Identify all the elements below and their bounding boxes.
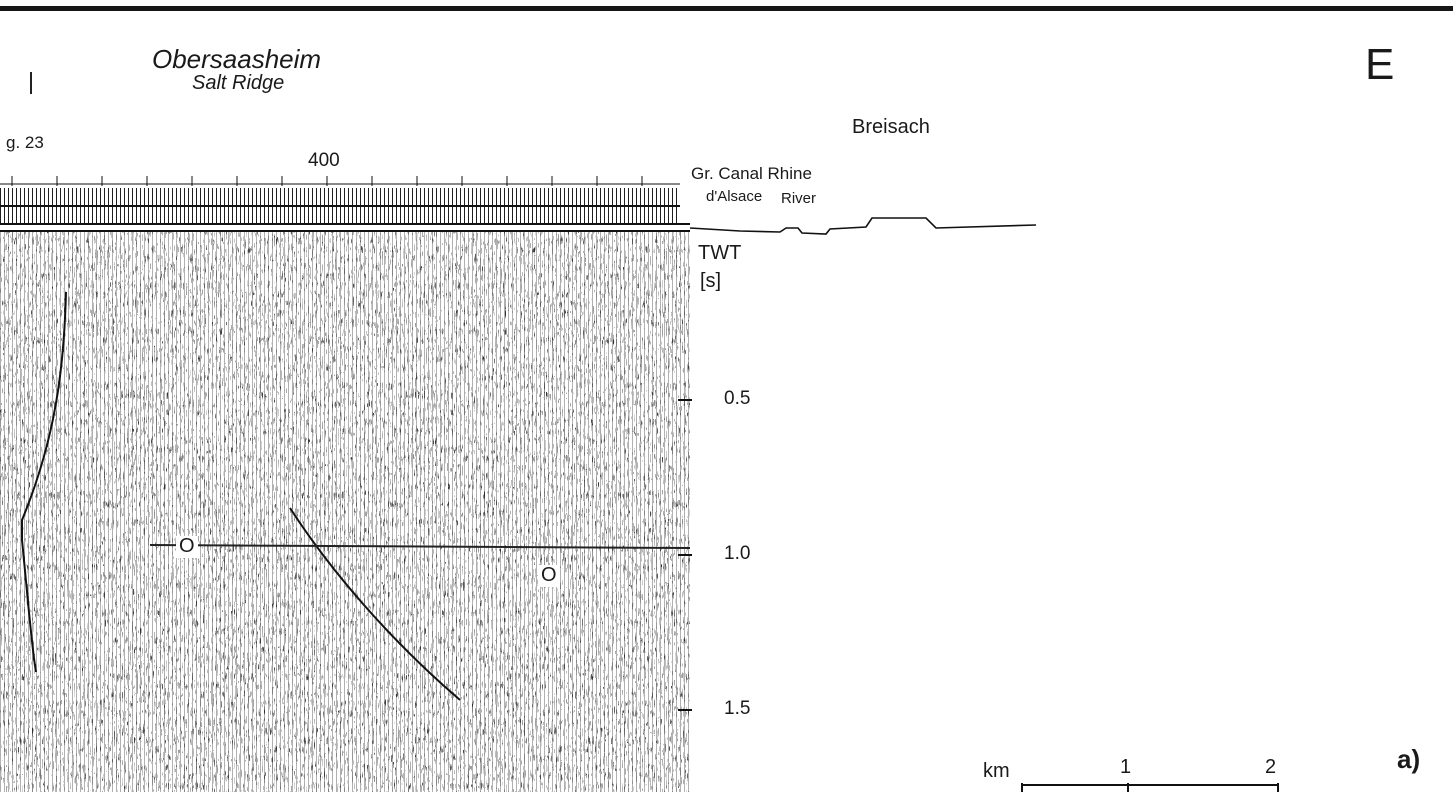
- scale-tick-1: 1: [1120, 756, 1131, 779]
- seismic-trace-overlay: [0, 232, 690, 792]
- scale-bar: [1010, 783, 1290, 792]
- scale-unit: km: [983, 760, 1010, 783]
- horizon-marker-o-1: O: [179, 535, 195, 558]
- topography-profile: [690, 218, 1036, 234]
- panel-label: a): [1397, 744, 1420, 775]
- twt-tick-label-2: 1.5: [724, 698, 750, 720]
- scale-tick-2: 2: [1265, 756, 1276, 779]
- twt-tick-label-1: 1.0: [724, 543, 750, 565]
- axis-title: TWT: [698, 242, 741, 265]
- twt-tick-label-0: 0.5: [724, 388, 750, 410]
- axis-unit: [s]: [700, 270, 721, 293]
- horizon-marker-o-2: O: [541, 564, 557, 587]
